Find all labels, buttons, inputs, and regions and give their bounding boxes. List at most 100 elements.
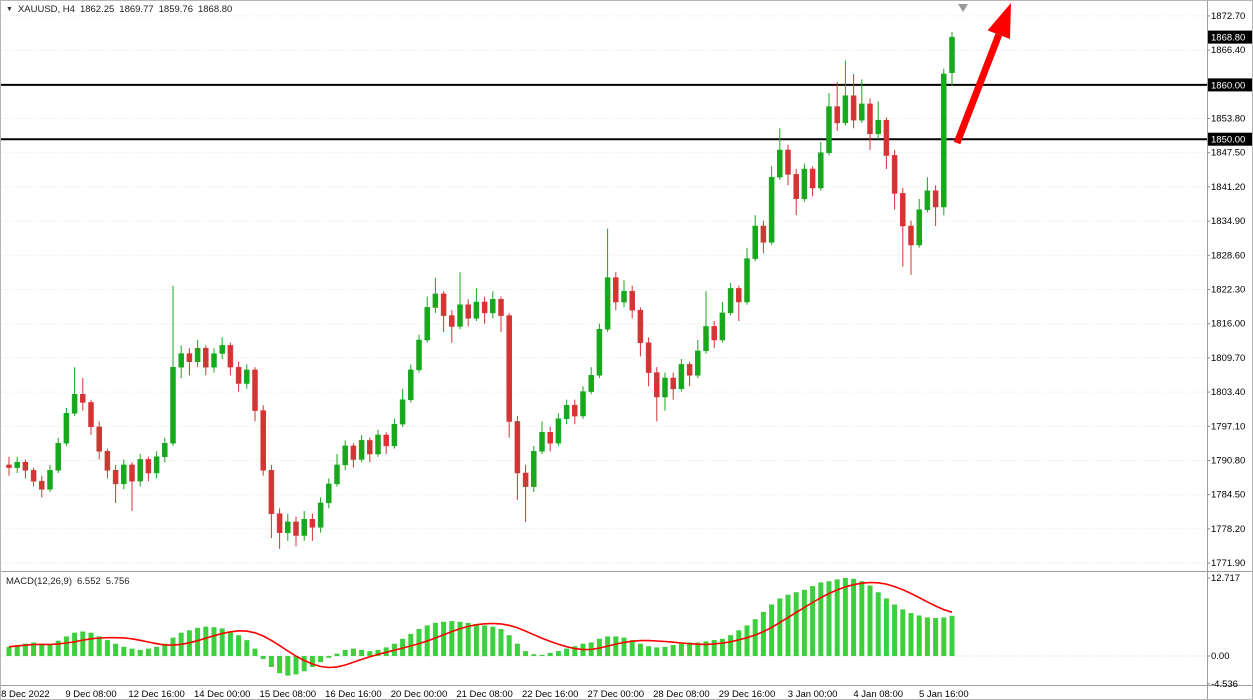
macd-bar (375, 649, 381, 656)
macd-bar (736, 630, 742, 656)
candle-body (752, 225, 758, 259)
candle-body (563, 404, 570, 420)
candle-body (760, 225, 767, 243)
candle-body (768, 176, 775, 243)
macd-bar (572, 646, 578, 656)
candle-body (588, 375, 594, 392)
candle-body (916, 209, 922, 246)
macd-bar (277, 656, 283, 674)
price-axis-label: 1771.90 (1211, 558, 1245, 569)
price-axis-label: 1866.40 (1211, 45, 1245, 56)
macd-bar (195, 627, 201, 656)
time-axis-label: 29 Dec 16:00 (719, 689, 776, 700)
candle-body (859, 103, 865, 121)
candle-body (473, 301, 480, 319)
candle-body (293, 521, 299, 536)
macd-bar (326, 656, 332, 658)
candle-body (211, 353, 217, 368)
candle-body (383, 434, 389, 447)
macd-bar (703, 641, 709, 656)
candle-body (555, 418, 562, 444)
candle-body (629, 290, 635, 311)
macd-bar (416, 629, 422, 656)
macd-bar (473, 624, 479, 656)
price-axis-label: 1816.00 (1211, 319, 1245, 330)
macd-bar (793, 592, 799, 656)
macd-axis-label: -4.536 (1211, 679, 1238, 690)
candle-body (465, 304, 471, 319)
macd-bar (916, 615, 922, 656)
macd-bar (744, 625, 750, 657)
candle-body (875, 119, 881, 135)
candle-body (153, 456, 160, 474)
macd-bar (441, 621, 447, 656)
macd-bar (309, 656, 315, 667)
time-axis-label: 20 Dec 00:00 (391, 689, 448, 700)
candle-body (80, 394, 86, 403)
macd-bar (293, 656, 299, 675)
price-axis-label: 1841.20 (1211, 182, 1245, 193)
price-axis-label: 1853.80 (1211, 114, 1245, 125)
candle-body (941, 73, 947, 208)
macd-indicator-label: MACD(12,26,9) 6.552 5.756 (6, 576, 130, 587)
macd-main-value: 6.552 (77, 576, 101, 587)
candle-body (580, 391, 586, 417)
macd-bar (236, 635, 242, 656)
candle-body (129, 464, 135, 482)
symbol-dropdown-icon[interactable]: ▼ (6, 6, 13, 13)
candle-body (449, 315, 455, 327)
macd-bar (63, 636, 69, 656)
candle-body (350, 445, 357, 460)
candle-body (908, 225, 914, 246)
macd-bar (104, 640, 110, 656)
macd-bar (39, 643, 45, 656)
candle-body (949, 36, 955, 73)
macd-bar (80, 631, 86, 656)
candle-body (522, 472, 529, 487)
macd-bar (350, 648, 356, 656)
macd-bar (662, 646, 668, 656)
macd-bar (933, 618, 939, 656)
macd-bar (654, 647, 660, 656)
macd-bar (170, 637, 176, 656)
symbol-timeframe-label: XAUUSD, H4 (17, 4, 75, 15)
macd-bar (941, 617, 947, 656)
macd-bar (777, 598, 783, 656)
candle-body (711, 326, 717, 341)
candle-body (227, 345, 234, 368)
candle-body (121, 464, 127, 485)
candle-body (358, 440, 365, 460)
candle-body (416, 339, 422, 371)
candle-body (235, 366, 242, 384)
candle-body (112, 470, 119, 485)
hline-price-badge: 1860.00 (1208, 78, 1252, 92)
macd-bar (859, 581, 865, 656)
candle-body (531, 451, 537, 487)
price-axis-label: 1872.70 (1211, 11, 1245, 22)
macd-bar (924, 617, 930, 656)
ohlc-close: 1868.80 (197, 4, 233, 15)
candle-body (736, 288, 742, 303)
time-axis-label: 12 Dec 16:00 (128, 689, 185, 700)
candle-body (850, 95, 857, 121)
candle-body (71, 394, 78, 414)
chart-shift-marker[interactable] (958, 4, 968, 12)
candlesticks (6, 31, 955, 549)
trend-arrow-annotation[interactable] (953, 3, 1011, 145)
candle-body (703, 326, 709, 352)
candle-body (809, 168, 816, 189)
candle-body (777, 149, 783, 178)
candle-body (539, 432, 545, 452)
macd-bar (203, 626, 209, 656)
time-axis[interactable]: 8 Dec 2022 9 Dec 08:00 12 Dec 16:00 14 Dec … (1, 689, 969, 700)
time-axis-label: 15 Dec 08:00 (260, 689, 317, 700)
price-axis-label: 1778.20 (1211, 524, 1245, 535)
macd-bar (834, 579, 840, 656)
macd-bar (506, 635, 512, 656)
candle-body (30, 470, 37, 482)
macd-bar (539, 654, 545, 656)
macd-bar (728, 635, 734, 656)
macd-bar (826, 581, 832, 656)
